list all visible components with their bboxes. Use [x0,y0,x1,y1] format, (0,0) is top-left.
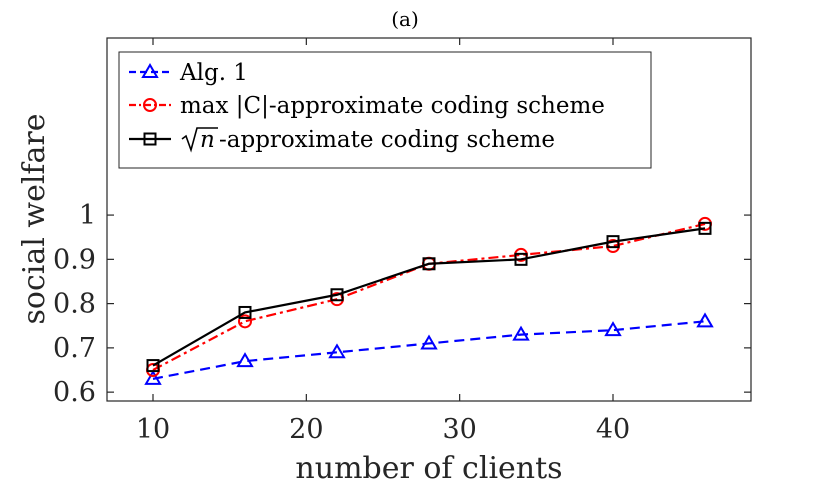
legend-marker-0 [141,63,159,78]
chart-title: (a) [391,7,419,31]
series-line-0 [152,320,706,380]
legend-marker-1 [143,98,157,112]
x-tick-label: 40 [596,414,630,445]
legend-marker-2 [143,132,157,146]
data-point-0-1 [236,352,254,368]
data-point-0-3 [420,334,438,350]
sqrt-symbol [181,127,218,153]
y-tick-label: 0.9 [53,244,96,275]
data-point-2-1 [238,305,252,319]
data-point-2-3 [422,257,436,271]
data-point-2-6 [698,221,712,235]
data-point-0-5 [604,321,622,337]
series-layer [144,216,714,385]
data-point-0-6 [696,312,714,328]
x-tick-label: 10 [136,414,170,445]
data-point-0-4 [512,325,530,341]
data-point-0-2 [328,343,346,359]
y-tick-label: 1 [79,200,96,231]
data-point-0-0 [144,369,162,385]
legend-label-maxc: max |C|-approximate coding scheme [180,93,605,119]
y-tick-label: 0.6 [53,377,96,408]
legend-box [118,51,652,169]
legend-label-alg1: Alg. 1 [179,60,248,86]
data-point-2-4 [514,252,528,266]
plot-frame [106,37,752,402]
legend: Alg. 1 max |C|-approximate coding scheme… [118,51,652,169]
y-tick-label: 0.7 [53,333,96,364]
data-point-2-0 [146,359,160,373]
y-axis-label: social welfare [17,114,52,325]
legend-swatches [129,63,171,146]
y-tick-label: 0.8 [53,289,96,320]
x-tick-label: 20 [289,414,323,445]
x-tick-label: 30 [442,414,476,445]
series-line-2 [152,227,706,367]
data-point-1-1 [238,314,252,329]
ticks-layer: 10 20 30 40 0.6 0.7 0.8 0.9 1 [53,38,751,445]
legend-label-sqrtn-text: -approximate coding scheme [219,127,555,153]
legend-label-sqrtn: n -approximate coding scheme [181,127,555,153]
x-axis-label: number of clients [295,451,562,486]
legend-label-sqrtn-var: n [200,127,215,153]
data-point-2-5 [606,235,620,249]
data-point-2-2 [330,288,344,302]
